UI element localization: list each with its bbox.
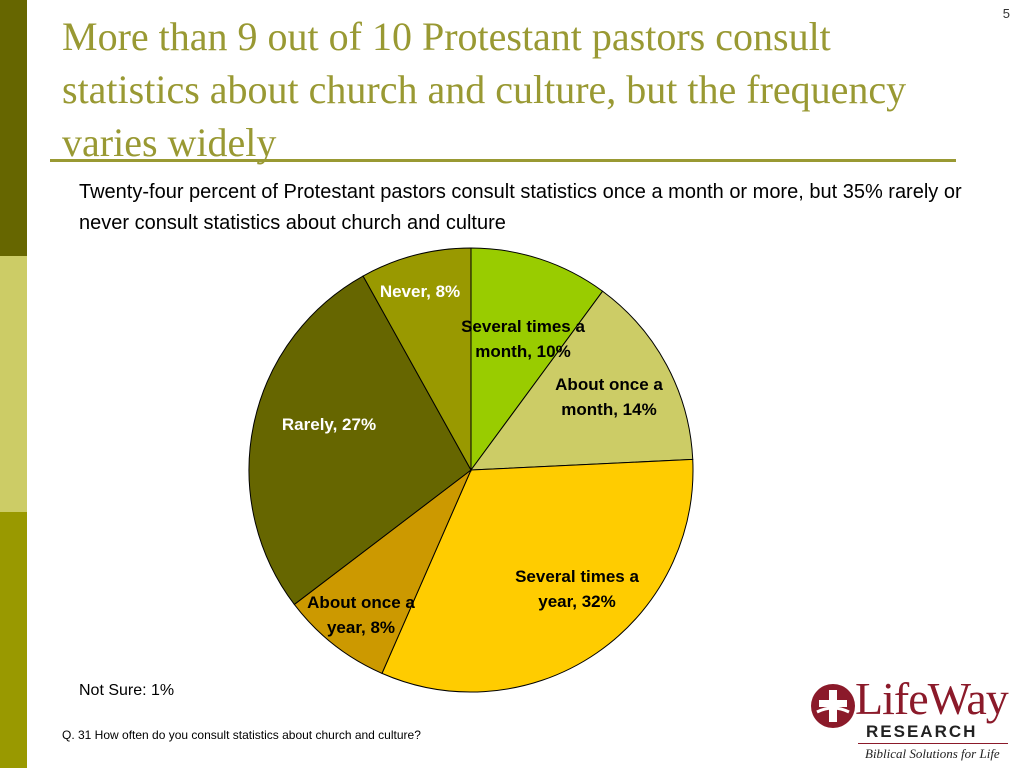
question-footnote: Q. 31 How often do you consult statistic…	[62, 728, 421, 742]
logo-cross-icon	[811, 684, 855, 728]
pie-label-never: Never, 8%	[380, 282, 460, 301]
logo-wordmark: LifeWay	[855, 673, 1009, 724]
pie-slice-rarely	[248, 275, 472, 606]
logo-research-text: RESEARCH	[866, 722, 978, 741]
pie-label-rarely: Rarely, 27%	[282, 415, 376, 434]
pie-slice-several-times-a-year	[381, 458, 694, 693]
title-divider	[50, 159, 956, 162]
pie-slice-about-once-a-month	[469, 290, 694, 471]
slide-title: More than 9 out of 10 Protestant pastors…	[62, 14, 907, 165]
logo-underline	[858, 743, 1008, 744]
sidebar-stripe-bottom	[0, 512, 27, 768]
logo-tagline: Biblical Solutions for Life	[865, 746, 1000, 761]
sidebar-stripe-top	[0, 0, 27, 256]
pie-label-about-once-a-month: About once a month, 14%	[555, 375, 663, 419]
pie-slice-never	[362, 247, 472, 472]
sidebar-stripe-middle	[0, 256, 27, 512]
pie-label-several-times-a-year: Several times a year, 32%	[515, 567, 639, 611]
slide-number: 5	[1002, 6, 1010, 21]
sidebar-stripes	[0, 0, 27, 768]
pie-label-several-times-a-month: Several times a month, 10%	[461, 317, 585, 361]
pie-slice-several-times-a-month	[470, 247, 604, 472]
pie-label-about-once-a-year: About once a year, 8%	[307, 593, 415, 637]
not-sure-note: Not Sure: 1%	[79, 682, 175, 699]
lifeway-research-logo: LifeWay RESEARCH Biblical Solutions for …	[805, 673, 1015, 766]
slide-subtitle: Twenty-four percent of Protestant pastor…	[79, 181, 962, 234]
pie-slice-about-once-a-year	[293, 468, 473, 675]
